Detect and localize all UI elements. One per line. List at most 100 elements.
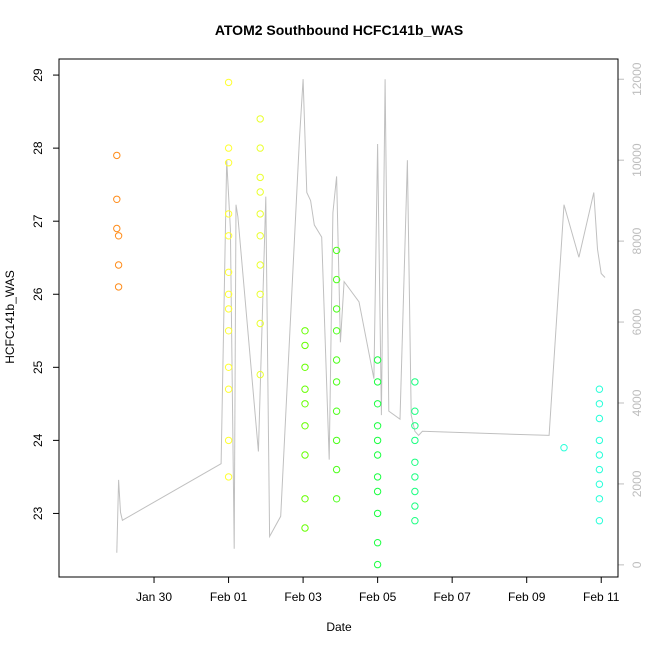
data-point: [560, 444, 568, 452]
data-point: [301, 422, 309, 430]
data-point: [332, 246, 341, 255]
x-tick-label: Feb 05: [359, 590, 397, 604]
data-point: [224, 78, 233, 87]
data-point: [373, 436, 382, 445]
data-point: [256, 290, 264, 298]
data-point: [595, 495, 604, 503]
data-point: [256, 115, 264, 123]
data-point: [373, 451, 382, 459]
y2-tick-label: 8000: [630, 227, 644, 254]
data-point: [332, 356, 341, 364]
data-point: [256, 188, 264, 196]
data-point: [373, 473, 382, 481]
data-point: [595, 400, 604, 408]
altitude-layer: [116, 79, 606, 553]
data-point: [373, 487, 382, 496]
data-point: [411, 422, 419, 430]
y-tick-label: 28: [31, 141, 45, 155]
data-point: [114, 283, 123, 291]
data-point: [595, 414, 604, 423]
plot-frame: [58, 58, 619, 578]
x-axis-label: Date: [326, 620, 352, 634]
axes-layer: Jan 30 Feb 01 Feb 03 Feb 05 Feb 07 Feb 09 Feb …: [31, 62, 644, 604]
data-point: [256, 261, 264, 269]
data-point: [332, 495, 341, 503]
data-point: [301, 385, 309, 393]
data-point: [113, 151, 121, 160]
data-point: [114, 232, 123, 240]
chart-title: ATOM2 Southbound HCFC141b_WAS: [215, 22, 463, 38]
y-axis-label: HCFC141b_WAS: [3, 270, 17, 364]
data-point: [411, 458, 419, 466]
data-point: [411, 502, 419, 510]
data-point: [224, 305, 233, 313]
data-point: [373, 422, 382, 430]
data-point: [256, 144, 264, 152]
points-layer: [113, 78, 604, 569]
y-tick-label: 27: [31, 214, 45, 228]
data-point: [301, 400, 309, 408]
data-point: [224, 327, 233, 335]
data-point: [595, 451, 604, 459]
data-point: [224, 436, 233, 445]
data-point: [332, 305, 341, 313]
x-tick-label: Feb 09: [508, 590, 546, 604]
x-tick-label: Feb 11: [583, 590, 620, 604]
data-point: [256, 173, 264, 182]
data-point: [595, 385, 604, 393]
x-tick-label: Feb 01: [210, 590, 248, 604]
data-point: [224, 144, 233, 152]
data-point: [301, 341, 309, 350]
data-point: [301, 327, 309, 335]
data-point: [411, 517, 419, 525]
x-tick-label: Jan 30: [136, 590, 172, 604]
data-point: [224, 290, 233, 298]
data-point: [332, 275, 341, 284]
y-tick-label: 29: [31, 68, 45, 82]
data-point: [114, 261, 123, 269]
data-point: [256, 319, 264, 328]
data-point: [224, 159, 233, 167]
data-point: [373, 539, 382, 547]
y2-tick-label: 0: [630, 561, 644, 568]
data-point: [332, 327, 341, 335]
data-point: [224, 473, 233, 481]
data-point: [373, 378, 382, 386]
y2-tick-label: 12000: [630, 62, 644, 96]
y-tick-label: 24: [31, 433, 45, 447]
data-point: [224, 385, 233, 393]
data-point: [113, 195, 121, 204]
data-point: [411, 487, 419, 496]
x-tick-label: Feb 07: [433, 590, 471, 604]
data-point: [301, 495, 309, 503]
data-point: [411, 407, 419, 415]
data-point: [256, 370, 264, 379]
altitude-line: [116, 79, 606, 553]
data-point: [332, 378, 341, 386]
data-point: [373, 356, 382, 364]
y-tick-label: 25: [31, 360, 45, 374]
data-point: [595, 480, 604, 488]
data-point: [224, 268, 233, 276]
y2-tick-label: 6000: [630, 308, 644, 335]
data-point: [595, 517, 604, 525]
data-point: [224, 210, 233, 218]
y2-tick-label: 10000: [630, 143, 644, 177]
data-point: [373, 509, 382, 518]
data-point: [595, 465, 604, 474]
data-point: [256, 232, 264, 240]
data-point: [301, 363, 309, 371]
data-point: [113, 224, 121, 233]
y-tick-label: 26: [31, 287, 45, 301]
y2-tick-label: 2000: [630, 470, 644, 497]
data-point: [256, 210, 264, 218]
y-tick-label: 23: [31, 506, 45, 520]
data-point: [301, 524, 309, 532]
data-point: [595, 436, 604, 445]
data-point: [224, 363, 233, 371]
data-point: [301, 451, 309, 459]
data-point: [373, 400, 382, 408]
data-point: [224, 232, 233, 240]
